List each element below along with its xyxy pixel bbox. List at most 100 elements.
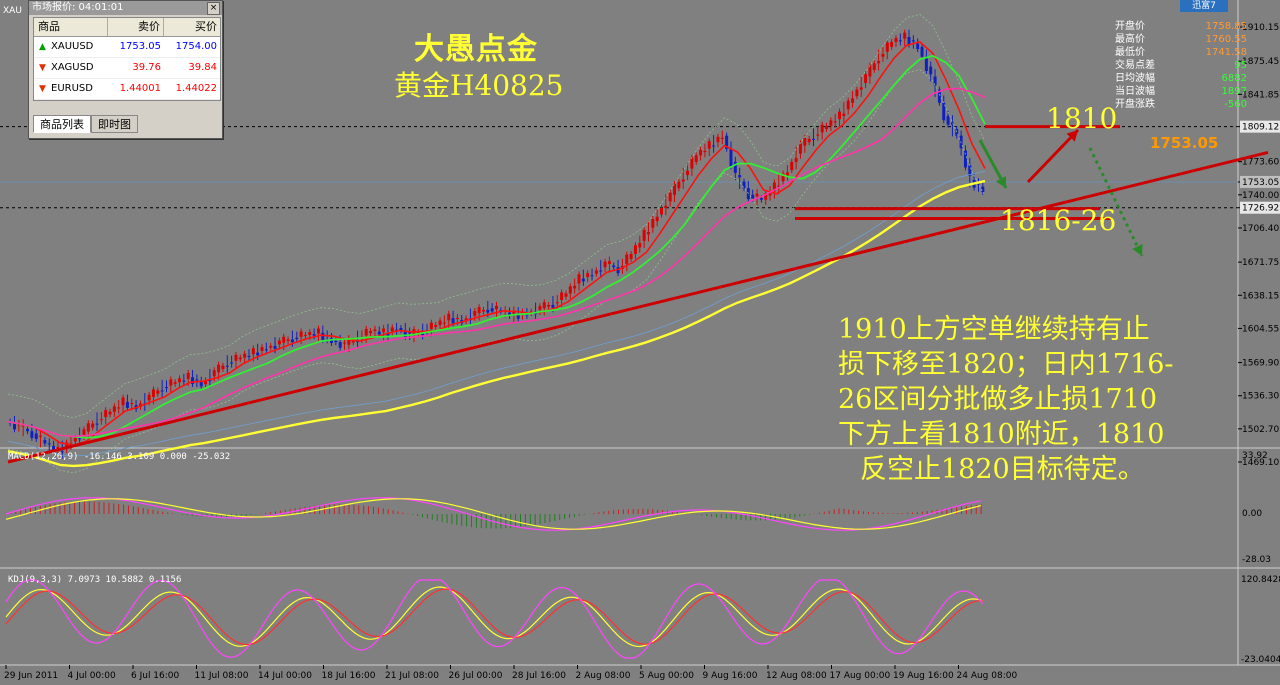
candle-body xyxy=(395,329,399,331)
quote-row-eurusd[interactable]: ▼ EURUSD 1.44001 1.44022 xyxy=(34,79,220,100)
candle-body xyxy=(251,348,255,355)
price-axis-label: 1671.75 xyxy=(1242,258,1279,268)
candle-body xyxy=(73,438,77,442)
market-watch-window[interactable]: 市场报价: 04:01:01 × 商品 卖价 买价 ▲ XAUUSD 1753.0… xyxy=(28,0,223,139)
candle-body xyxy=(885,42,889,52)
candle-body xyxy=(877,61,881,64)
price-axis-label: 1706.40 xyxy=(1242,224,1279,234)
candle-body xyxy=(625,254,629,264)
price-axis-label: 1809.12 xyxy=(1242,123,1279,133)
candle-body xyxy=(26,428,30,432)
note-line: 26区间分批做多止损1710 xyxy=(838,384,1158,415)
quote-row-xagusd[interactable]: ▼ XAGUSD 39.76 39.84 xyxy=(34,58,220,79)
ma-long-line xyxy=(7,179,986,468)
candle-body xyxy=(898,40,902,42)
price-tag-bg xyxy=(1240,175,1280,188)
info-value: 95 xyxy=(1234,60,1247,71)
candle-body xyxy=(377,331,381,335)
candle-body xyxy=(903,32,907,39)
candle-body xyxy=(694,155,698,162)
candle-body xyxy=(286,339,290,342)
header-symbol[interactable]: 商品 xyxy=(34,18,108,36)
candle-body xyxy=(807,138,811,143)
candle-body xyxy=(942,102,946,121)
candle-body xyxy=(568,286,572,294)
kdj-axis-label: -23.0404 xyxy=(1241,655,1280,665)
candle-body xyxy=(911,40,915,42)
candle-body xyxy=(929,66,933,75)
candle-body xyxy=(660,207,664,215)
info-value: 1897 xyxy=(1221,86,1247,97)
broker-tag[interactable]: 迅富7 xyxy=(1180,0,1228,12)
candle-body xyxy=(963,150,967,168)
candle-body xyxy=(52,445,56,451)
info-key: 日均波幅 xyxy=(1115,73,1155,84)
candle-body xyxy=(269,346,273,348)
arrow-down-icon: ▼ xyxy=(39,62,46,73)
info-value: 1741.58 xyxy=(1205,47,1247,58)
candle-body xyxy=(968,165,972,176)
candle-body xyxy=(91,423,95,428)
current-price-tag: 1753.05 xyxy=(1150,134,1219,152)
quote-symbol: EURUSD xyxy=(51,83,93,94)
price-axis-label: 1569.90 xyxy=(1242,359,1279,369)
close-icon[interactable]: × xyxy=(207,2,220,15)
candle-body xyxy=(642,229,646,241)
note-line: 1910上方空单继续持有止 xyxy=(838,314,1150,345)
candle-body xyxy=(785,172,789,176)
candle-body xyxy=(65,442,69,448)
candle-body xyxy=(195,379,199,381)
time-axis-label: 26 Jul 00:00 xyxy=(449,671,503,681)
candle-body xyxy=(816,134,820,136)
candle-body xyxy=(351,340,355,343)
candle-body xyxy=(768,193,772,196)
candle-body xyxy=(759,198,763,200)
candle-body xyxy=(729,148,733,167)
candle-body xyxy=(916,43,920,50)
candle-body xyxy=(716,136,720,143)
header-ask[interactable]: 买价 xyxy=(195,20,217,33)
quote-row-xauusd[interactable]: ▲ XAUUSD 1753.05 1754.00 xyxy=(34,37,220,58)
tab-symbols[interactable]: 商品列表 xyxy=(33,115,91,133)
price-axis-label: 1726.92 xyxy=(1242,204,1279,214)
candle-body xyxy=(820,124,824,133)
candle-body xyxy=(803,137,807,146)
candle-body xyxy=(924,56,928,71)
candle-body xyxy=(43,440,47,444)
candle-body xyxy=(920,46,924,57)
time-axis-label: 12 Aug 08:00 xyxy=(766,671,827,681)
quote-bid: 1.44001 xyxy=(119,83,161,94)
tab-tick-chart[interactable]: 即时图 xyxy=(91,115,138,133)
candle-body xyxy=(872,63,876,70)
market-watch-title[interactable]: 市场报价: 04:01:01 × xyxy=(29,1,222,15)
quote-bid: 1753.05 xyxy=(119,41,161,52)
macd-axis-label: 0.00 xyxy=(1242,509,1262,519)
candle-body xyxy=(299,331,303,337)
level-1810-label: 1810 xyxy=(1046,102,1118,135)
time-axis-label: 2 Aug 08:00 xyxy=(576,671,631,681)
candle-body xyxy=(933,76,937,86)
candle-body xyxy=(125,401,129,408)
candle-body xyxy=(147,394,151,401)
candle-body xyxy=(99,419,103,421)
arrow-up-icon: ▲ xyxy=(39,41,46,52)
candle-body xyxy=(581,278,585,282)
price-axis-label: 1604.55 xyxy=(1242,324,1279,334)
candle-body xyxy=(464,318,468,322)
quote-ask: 1.44022 xyxy=(175,83,217,94)
candle-body xyxy=(204,380,208,385)
candle-body xyxy=(833,121,837,123)
candle-body xyxy=(473,311,477,316)
candle-body xyxy=(447,313,451,321)
candle-body xyxy=(343,342,347,344)
market-watch-tabs: 商品列表 即时图 xyxy=(33,115,138,133)
ma-blue-line xyxy=(7,170,986,457)
candle-body xyxy=(560,292,564,301)
candle-body xyxy=(590,275,594,277)
price-axis-label: 1910.15 xyxy=(1242,23,1279,33)
header-bid[interactable]: 卖价 xyxy=(108,18,164,36)
candle-body xyxy=(742,181,746,189)
candle-body xyxy=(772,182,776,192)
candle-body xyxy=(173,382,177,384)
